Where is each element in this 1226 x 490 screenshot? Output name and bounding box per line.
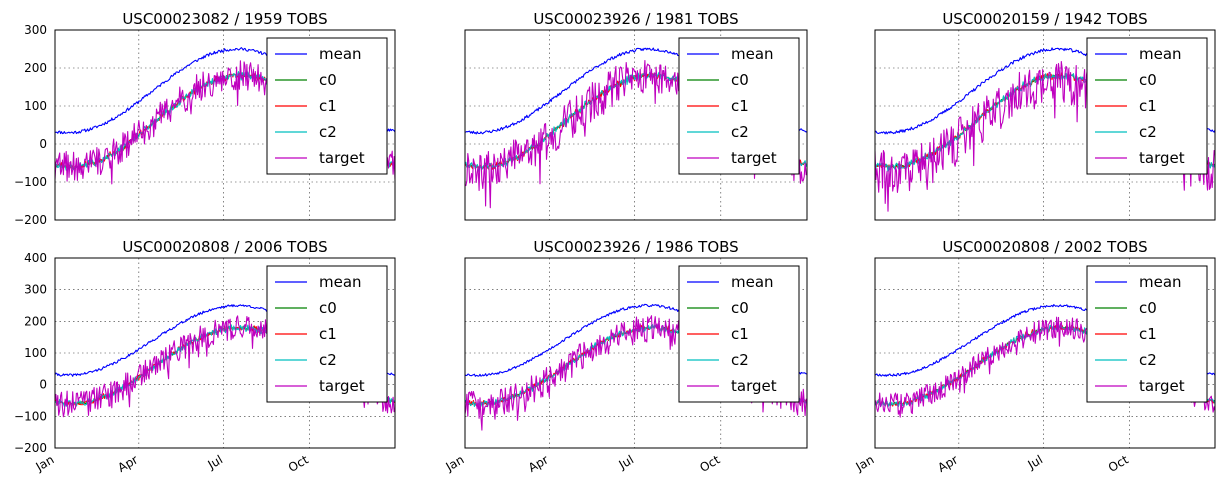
subplot-3: USC00020159 / 1942 TOBS mean c0 c1 c2 target bbox=[874, 10, 1216, 221]
legend-label-c2: c2 bbox=[319, 351, 337, 369]
subplot-title: USC00023926 / 1986 TOBS bbox=[533, 238, 738, 256]
legend-label-c1: c1 bbox=[319, 325, 337, 343]
legend-label-mean: mean bbox=[731, 273, 774, 291]
y-tick-label: 100 bbox=[24, 99, 47, 113]
subplot-title: USC00020159 / 1942 TOBS bbox=[942, 10, 1147, 28]
legend-label-c0: c0 bbox=[1139, 299, 1157, 317]
legend-label-mean: mean bbox=[319, 273, 362, 291]
subplot-title: USC00023926 / 1981 TOBS bbox=[533, 10, 738, 28]
legend-label-target: target bbox=[731, 377, 777, 395]
axes-frame bbox=[874, 29, 1216, 221]
axes-frame bbox=[874, 257, 1216, 449]
legend-label-c2: c2 bbox=[1139, 123, 1157, 141]
x-tick-label: Oct bbox=[286, 452, 311, 475]
subplot-title: USC00020808 / 2006 TOBS bbox=[122, 238, 327, 256]
legend-label-c0: c0 bbox=[319, 71, 337, 89]
subplot-1: USC00023082 / 1959 TOBS 300 200 100 0 −100 −20… bbox=[14, 10, 396, 227]
x-tick-label: Apr bbox=[526, 452, 551, 475]
axes-frame bbox=[54, 257, 396, 449]
legend-label-c2: c2 bbox=[1139, 351, 1157, 369]
axes-frame bbox=[464, 29, 808, 221]
legend-label-c2: c2 bbox=[319, 123, 337, 141]
y-tick-label: 300 bbox=[24, 283, 47, 297]
y-tick-label: 0 bbox=[39, 137, 47, 151]
subplot-5: USC00023926 / 1986 TOBS Jan Apr Jul Oct mean c… bbox=[443, 238, 808, 475]
x-tick-label: Jul bbox=[205, 452, 225, 472]
subplot-title: USC00023082 / 1959 TOBS bbox=[122, 10, 327, 28]
x-tick-label: Apr bbox=[115, 452, 140, 475]
legend-label-c0: c0 bbox=[1139, 71, 1157, 89]
x-tick-label: Jul bbox=[1025, 452, 1045, 472]
y-tick-label: 200 bbox=[24, 61, 47, 75]
legend-label-mean: mean bbox=[731, 45, 774, 63]
y-tick-label: 100 bbox=[24, 346, 47, 360]
legend-label-c1: c1 bbox=[319, 97, 337, 115]
y-tick-label: −200 bbox=[14, 441, 47, 455]
legend-label-c0: c0 bbox=[319, 299, 337, 317]
y-tick-label: −200 bbox=[14, 213, 47, 227]
y-tick-label: −100 bbox=[14, 409, 47, 423]
x-tick-label: Oct bbox=[1106, 452, 1131, 475]
y-tick-label: 200 bbox=[24, 314, 47, 328]
y-tick-label: 400 bbox=[24, 251, 47, 265]
legend-label-target: target bbox=[319, 377, 365, 395]
y-tick-label: −100 bbox=[14, 175, 47, 189]
legend-label-c1: c1 bbox=[731, 325, 749, 343]
subplot-6: USC00020808 / 2002 TOBS Jan Apr Jul Oct mean c… bbox=[853, 238, 1216, 475]
y-tick-label: 0 bbox=[39, 378, 47, 392]
subplot-title: USC00020808 / 2002 TOBS bbox=[942, 238, 1147, 256]
legend-label-c1: c1 bbox=[731, 97, 749, 115]
legend-label-mean: mean bbox=[319, 45, 362, 63]
legend-label-mean: mean bbox=[1139, 45, 1182, 63]
x-tick-label: Jan bbox=[443, 452, 467, 474]
axes-frame bbox=[54, 29, 396, 221]
x-tick-label: Apr bbox=[935, 452, 960, 475]
legend-label-c1: c1 bbox=[1139, 97, 1157, 115]
legend-label-mean: mean bbox=[1139, 273, 1182, 291]
legend-label-target: target bbox=[319, 149, 365, 167]
y-tick-label: 300 bbox=[24, 23, 47, 37]
x-tick-label: Jan bbox=[33, 452, 57, 474]
legend-label-c0: c0 bbox=[731, 299, 749, 317]
axes-frame bbox=[464, 257, 808, 449]
legend-label-c2: c2 bbox=[731, 123, 749, 141]
x-tick-label: Oct bbox=[697, 452, 722, 475]
legend-label-c1: c1 bbox=[1139, 325, 1157, 343]
x-tick-label: Jan bbox=[853, 452, 877, 474]
legend-label-target: target bbox=[731, 149, 777, 167]
subplot-4: USC00020808 / 2006 TOBS 400 300 200 100 0 −100… bbox=[14, 238, 396, 475]
legend-label-c0: c0 bbox=[731, 71, 749, 89]
legend-label-target: target bbox=[1139, 377, 1185, 395]
x-tick-label: Jul bbox=[616, 452, 636, 472]
legend-label-c2: c2 bbox=[731, 351, 749, 369]
subplot-2: USC00023926 / 1981 TOBS mean c0 c1 c2 target bbox=[464, 10, 808, 221]
legend-label-target: target bbox=[1139, 149, 1185, 167]
